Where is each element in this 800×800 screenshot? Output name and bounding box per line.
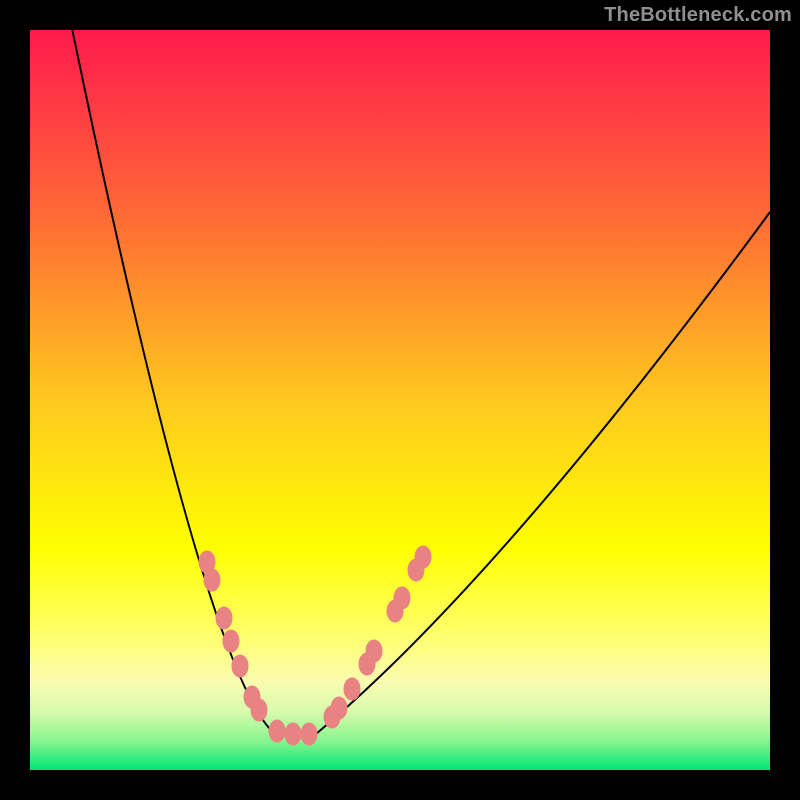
watermark-text: TheBottleneck.com bbox=[604, 4, 792, 27]
data-marker bbox=[204, 569, 220, 591]
data-marker bbox=[344, 678, 360, 700]
plot-area bbox=[30, 30, 770, 770]
data-marker bbox=[394, 587, 410, 609]
data-marker bbox=[223, 630, 239, 652]
data-marker bbox=[415, 546, 431, 568]
plot-svg bbox=[30, 30, 770, 770]
chart-frame: TheBottleneck.com bbox=[0, 0, 800, 800]
data-marker bbox=[216, 607, 232, 629]
data-marker bbox=[301, 723, 317, 745]
data-marker bbox=[269, 720, 285, 742]
data-marker bbox=[285, 723, 301, 745]
gradient-background bbox=[30, 30, 770, 770]
data-marker bbox=[366, 640, 382, 662]
data-marker bbox=[251, 699, 267, 721]
data-marker bbox=[232, 655, 248, 677]
data-marker bbox=[331, 697, 347, 719]
